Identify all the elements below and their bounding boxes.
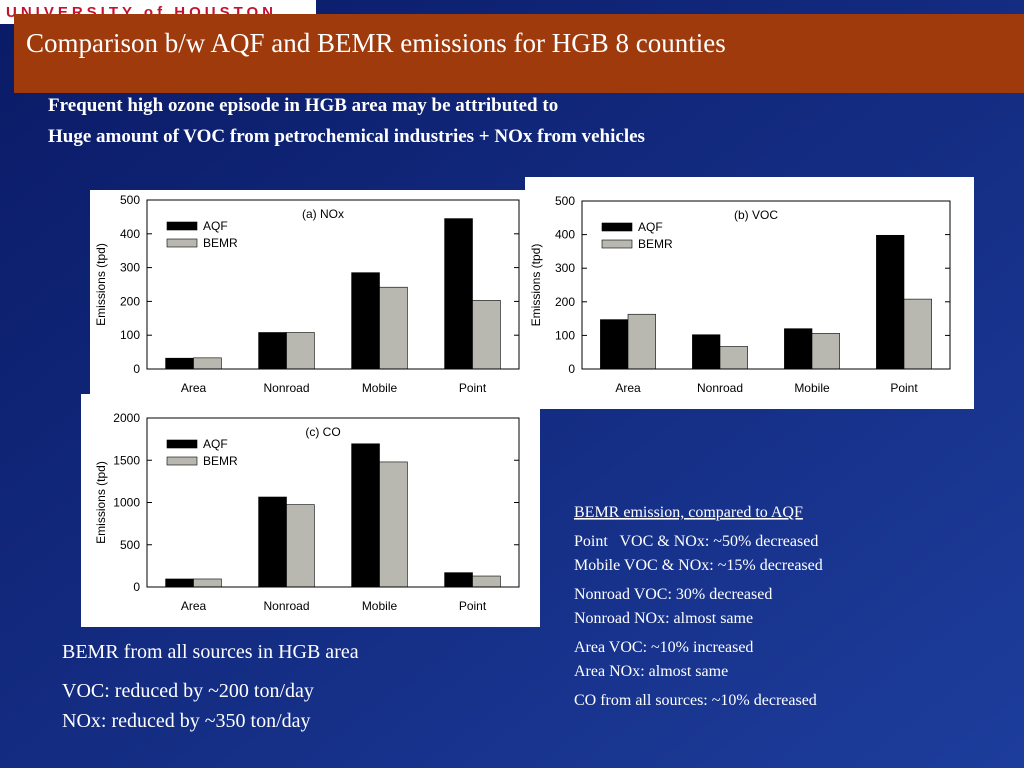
summary-line: VOC: reduced by ~200 ton/day [62,680,314,702]
notes-line: Mobile VOC & NOx: ~15% decreased [574,557,823,574]
bar [692,334,721,370]
y-tick-label: 1000 [113,496,140,510]
summary-heading: BEMR from all sources in HGB area [62,641,359,663]
y-tick-label: 500 [120,193,140,207]
bar [286,504,315,588]
legend-swatch [601,222,633,232]
y-tick-label: 100 [120,328,140,342]
y-tick-label: 500 [120,538,140,552]
bar [351,443,380,588]
bar [472,300,501,370]
x-tick-label: Point [459,381,487,395]
bar [193,578,222,588]
x-tick-label: Area [615,381,641,395]
y-tick-label: 0 [133,580,140,594]
y-tick-label: 0 [133,362,140,376]
bar [719,346,748,370]
slide-title: Comparison b/w AQF and BEMR emissions fo… [26,28,726,58]
x-tick-label: Point [459,599,487,613]
title-bar [14,14,1024,93]
x-tick-label: Nonroad [263,599,309,613]
notes-line: CO from all sources: ~10% decreased [574,692,817,709]
bar [193,357,222,370]
bar [876,234,905,370]
bar [811,333,840,370]
legend-label: AQF [638,220,663,234]
x-tick-label: Area [181,599,207,613]
x-tick-label: Point [890,381,918,395]
x-tick-label: Mobile [794,381,830,395]
y-tick-label: 2000 [113,411,140,425]
bar [444,572,473,588]
legend-swatch [601,239,633,249]
notes-line: Point VOC & NOx: ~50% decreased [574,533,818,550]
y-tick-label: 100 [555,328,575,342]
bar [258,332,287,370]
summary-line: NOx: reduced by ~350 ton/day [62,710,311,732]
bar [165,578,194,588]
bar [600,319,629,370]
legend-label: AQF [203,437,228,451]
y-tick-label: 500 [555,194,575,208]
y-tick-label: 1500 [113,453,140,467]
chart-title: (c) CO [305,425,340,439]
legend-label: BEMR [203,454,238,468]
notes: Point VOC & NOx: ~50% decreased Mobile VO… [574,533,823,709]
legend-swatch [166,456,198,466]
bar [258,496,287,588]
bar [444,218,473,370]
legend-label: BEMR [203,236,238,250]
chart: 0 500 1000 1500 2000 Emissions (tpd) (c) CO Are… [81,394,540,627]
bar [379,461,408,588]
x-tick-label: Mobile [362,599,398,613]
bar [351,272,380,370]
notes-line: Nonroad VOC: 30% decreased [574,586,772,603]
chart: 0 100 200 300 400 500 Emissions (tpd) (a) NOx Ar… [90,190,525,395]
bar [627,313,656,370]
chart-title: (b) VOC [734,208,778,222]
notes-line: Area NOx: almost same [574,663,728,680]
notes-line: Nonroad NOx: almost same [574,610,753,627]
bar [379,286,408,370]
y-axis-label: Emissions (tpd) [94,461,108,544]
plot-frame [581,200,951,370]
plot-frame [146,417,520,588]
bar [165,357,194,370]
x-tick-label: Nonroad [263,381,309,395]
intro-line: Frequent high ozone episode in HGB area … [48,95,558,116]
y-tick-label: 0 [568,362,575,376]
plot-frame [146,199,520,370]
x-tick-label: Mobile [362,381,398,395]
legend-swatch [166,238,198,248]
bar [784,328,813,370]
chart: 0 100 200 300 400 500 Emissions (tpd) (b) VOC Ar… [525,177,974,409]
y-tick-label: 400 [120,227,140,241]
bar [903,298,932,370]
charts: 0 100 200 300 400 500 Emissions (tpd) (a) NOx Ar… [81,177,974,627]
y-tick-label: 300 [555,261,575,275]
x-tick-label: Area [181,381,207,395]
intro-line: Huge amount of VOC from petrochemical in… [48,126,645,147]
legend-swatch [166,221,198,231]
bar [286,332,315,370]
y-axis-label: Emissions (tpd) [94,243,108,326]
legend-swatch [166,439,198,449]
legend-label: BEMR [638,237,673,251]
notes-heading: BEMR emission, compared to AQF [574,504,803,521]
y-tick-label: 400 [555,228,575,242]
y-tick-label: 200 [555,295,575,309]
legend-label: AQF [203,219,228,233]
y-tick-label: 300 [120,261,140,275]
y-axis-label: Emissions (tpd) [529,244,543,327]
bar [472,575,501,588]
chart-title: (a) NOx [302,207,344,221]
notes-line: Area VOC: ~10% increased [574,639,753,656]
x-tick-label: Nonroad [697,381,743,395]
y-tick-label: 200 [120,294,140,308]
